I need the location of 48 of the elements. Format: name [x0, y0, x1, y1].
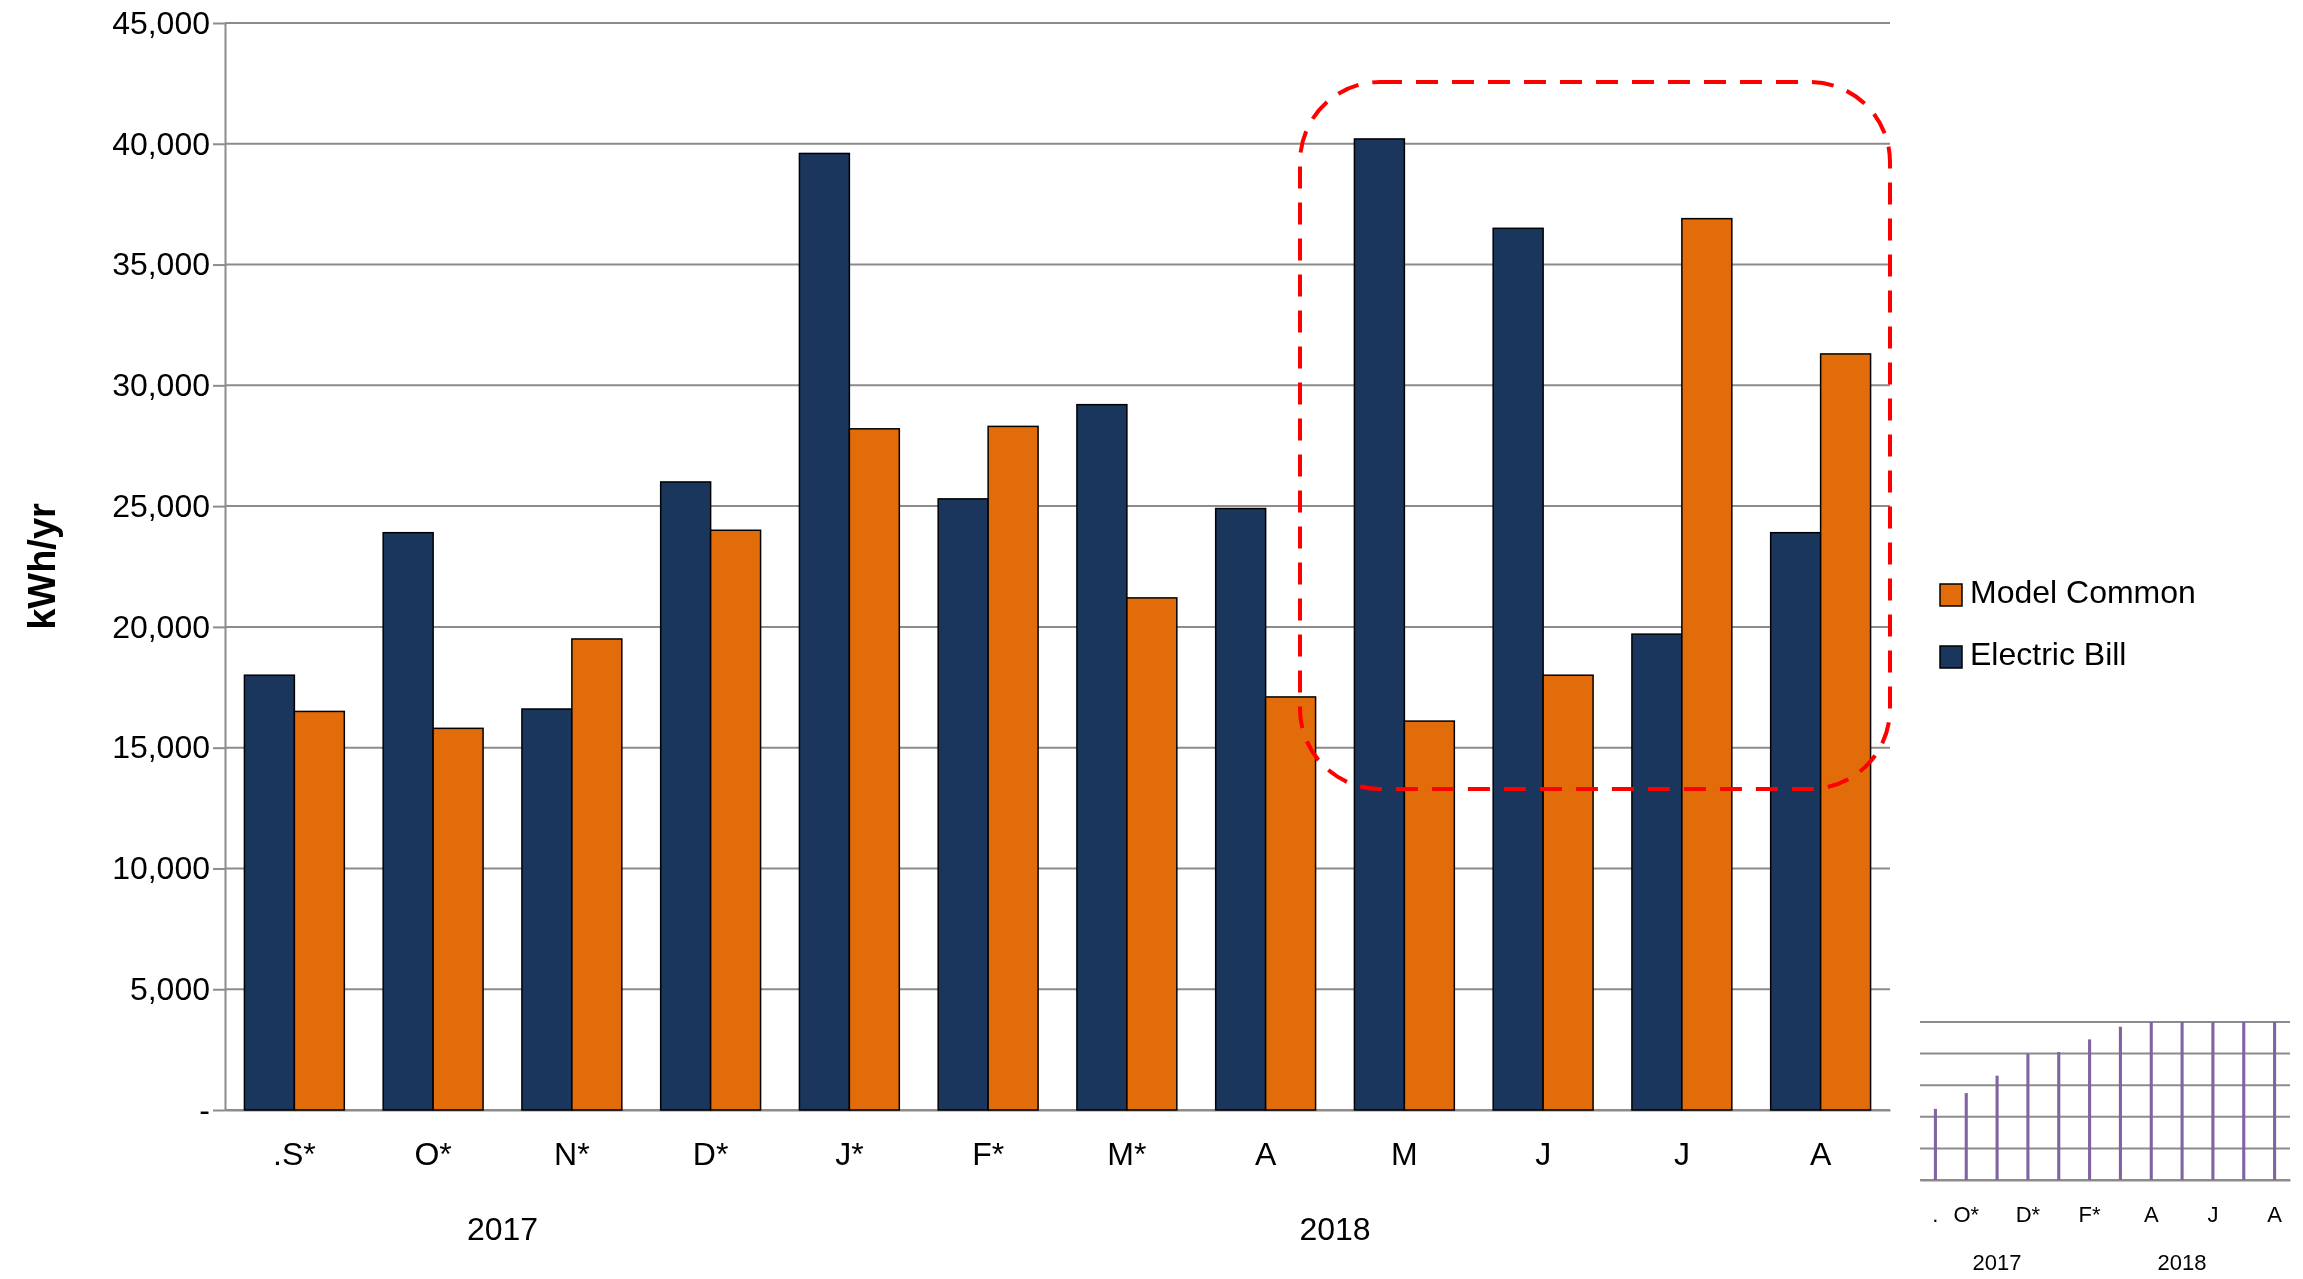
y-tick-label: 30,000 [112, 367, 210, 404]
bar [2118, 1026, 2122, 1180]
x-tick-label: J* [835, 1136, 864, 1172]
bar [2273, 1022, 2277, 1180]
y-tick-label: 40,000 [112, 125, 210, 162]
x-tick-label: D* [692, 1136, 729, 1172]
bar [2149, 1022, 2153, 1180]
text: 2018 [1299, 1211, 1371, 1247]
bar [2242, 1022, 2246, 1180]
legend-label: Model Common [1970, 574, 2196, 611]
bar [1933, 1108, 1937, 1180]
bar [2026, 1053, 2030, 1180]
y-tick-label: 15,000 [112, 729, 210, 766]
x-tick-label: F* [2078, 1202, 2102, 1227]
text: 2017 [1972, 1250, 2022, 1275]
bar [1964, 1093, 1968, 1180]
legend-label: Electric Bill [1970, 636, 2127, 673]
x-tick-label: A [1254, 1136, 1277, 1172]
x-tick-label: A [2267, 1202, 2283, 1227]
x-tick-label: M* [1107, 1136, 1147, 1172]
text: 2017 [466, 1211, 539, 1247]
x-tick-label: J [1673, 1136, 1690, 1172]
x-tick-label: .S* [273, 1136, 316, 1172]
bar [2211, 1022, 2215, 1180]
x-tick-label: A [1809, 1136, 1832, 1172]
x-tick-label: M [1391, 1136, 1418, 1172]
x-tick-label: O* [1953, 1202, 1980, 1227]
y-tick-label: 5,000 [129, 970, 210, 1007]
bar [1995, 1075, 1999, 1180]
y-tick-label: 25,000 [112, 487, 210, 524]
y-tick-label: 35,000 [112, 246, 210, 283]
bar [2180, 1022, 2184, 1180]
x-tick-label: A [2143, 1202, 2159, 1227]
x-tick-label: N* [554, 1136, 590, 1172]
x-tick-label: J [1535, 1136, 1552, 1172]
bar [2057, 1052, 2061, 1180]
x-tick-label: . [1932, 1202, 1939, 1227]
text: 2018 [2157, 1250, 2207, 1275]
x-tick-label: O* [414, 1136, 452, 1172]
x-tick-label: D* [2015, 1202, 2041, 1227]
x-tick-label: J [2207, 1202, 2219, 1227]
bar [2088, 1039, 2092, 1180]
y-tick-label: 10,000 [112, 850, 210, 887]
y-tick-label: 20,000 [112, 608, 210, 645]
y-tick-label: - [199, 1091, 210, 1128]
y-axis-title: kWh/yr [21, 502, 64, 630]
x-tick-label: F* [972, 1136, 1005, 1172]
y-tick-label: 45,000 [112, 4, 210, 41]
